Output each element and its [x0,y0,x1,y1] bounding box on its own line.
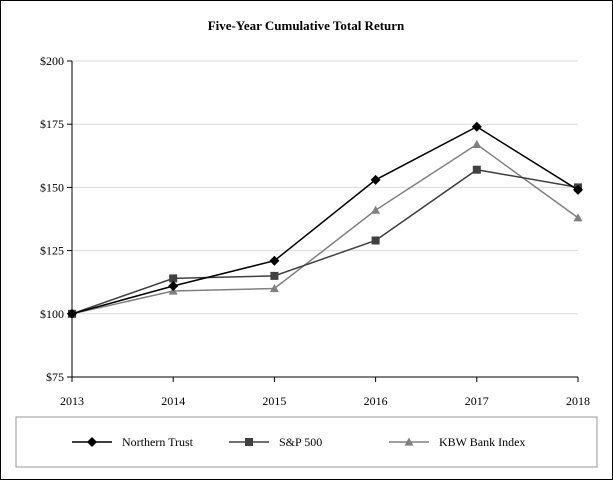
x-tick-label: 2017 [465,394,489,408]
series-line [71,168,579,315]
legend-label: KBW Bank Index [439,435,525,449]
legend-label: S&P 500 [279,435,322,449]
legend-item-1: S&P 500 [229,435,322,449]
axes [67,60,579,382]
y-tick-label: $175 [40,117,64,131]
data-point [573,213,583,222]
data-point [169,274,178,283]
series-line [71,143,579,315]
y-tick-label: $150 [40,180,64,194]
data-point [269,255,280,266]
chart-title: Five-Year Cumulative Total Return [208,18,405,33]
x-tick-label: 2016 [364,394,388,408]
data-point [371,205,381,214]
legend: Northern Trust S&P 500 KBW Bank Index [15,416,598,468]
legend-marker [87,437,97,447]
data-point [472,139,482,149]
legend-label: Northern Trust [122,435,194,449]
data-point [270,271,279,280]
series-0 [67,121,583,319]
y-tick-label: $200 [40,54,64,68]
y-tick-label: $100 [40,307,64,321]
legend-box [15,416,598,468]
series-1 [68,165,582,318]
data-point [168,280,179,291]
legend-item-2: KBW Bank Index [389,435,525,449]
data-point [269,284,279,293]
x-tick-label: 2015 [262,394,286,408]
y-axis-tick-labels: $75 $100 $125 $150 $175 $200 [40,54,64,384]
series-lines [67,121,583,319]
y-tick-label: $125 [40,244,64,258]
data-point [472,165,481,174]
legend-marker [245,438,253,446]
x-tick-label: 2013 [60,394,84,408]
y-tick-label: $75 [46,370,64,384]
data-point [67,308,77,319]
legend-item-0: Northern Trust [72,435,194,449]
x-axis-tick-labels: 2013 2014 2015 2016 2017 2018 [60,394,590,408]
x-tick-label: 2018 [566,394,590,408]
data-point [370,174,381,185]
legend-marker [404,437,414,446]
series-line [71,125,579,315]
data-point [471,121,482,132]
series-2 [67,139,583,318]
x-tick-label: 2014 [161,394,185,408]
gridlines [72,60,578,378]
data-point [371,236,380,245]
data-point [573,184,583,195]
